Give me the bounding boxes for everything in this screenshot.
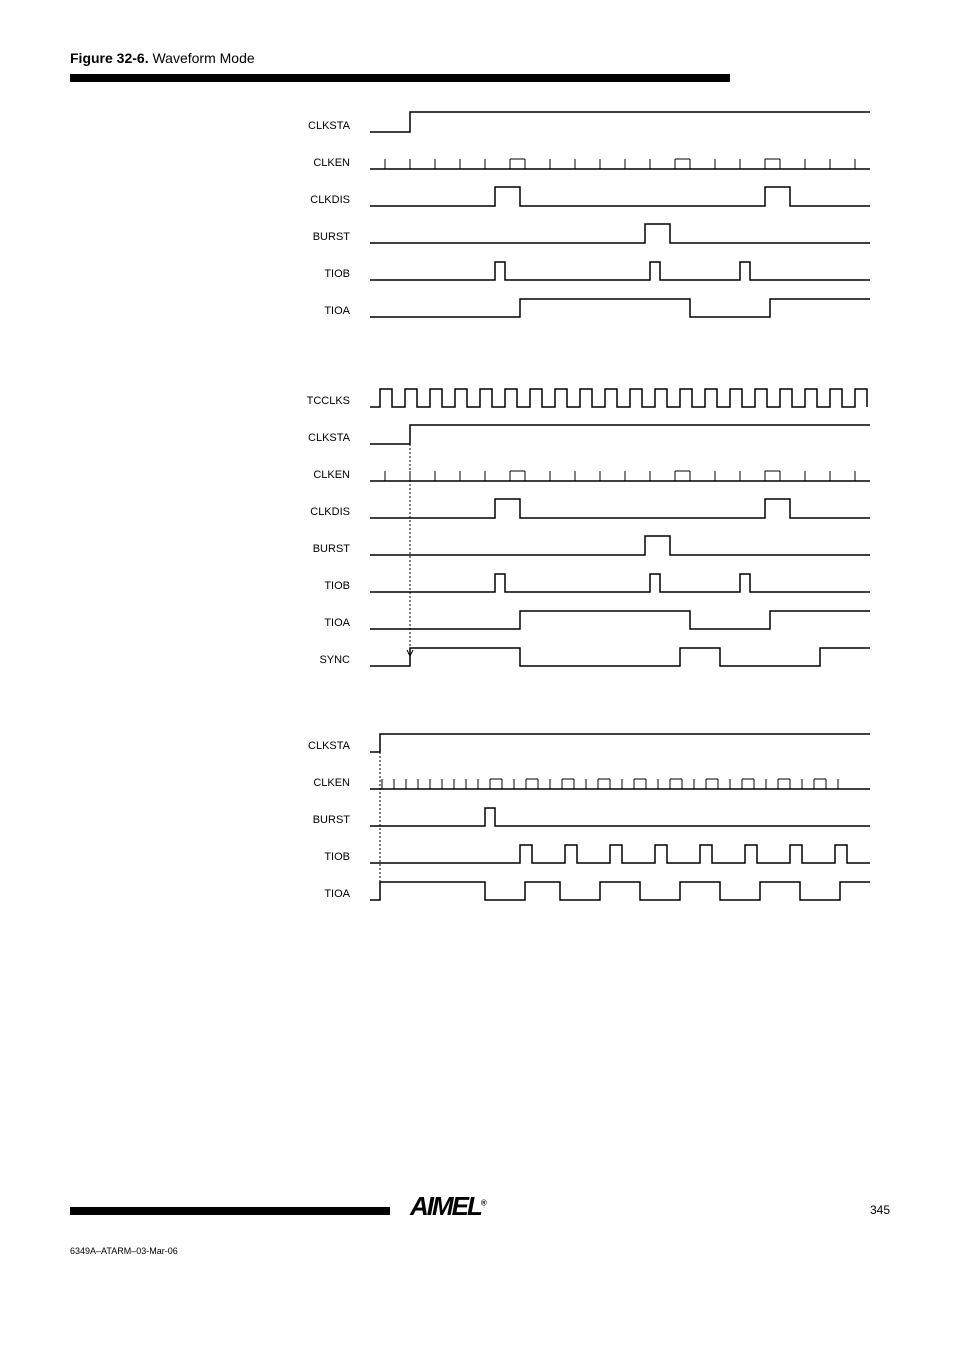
page-number: 345 bbox=[870, 1203, 890, 1217]
fig-name: Waveform Mode bbox=[152, 50, 254, 66]
label-sync-2: SYNC bbox=[319, 654, 350, 666]
label-clkdis-2: CLKDIS bbox=[310, 506, 350, 518]
label-tiob-2: TIOB bbox=[324, 580, 350, 592]
label-clken-3: CLKEN bbox=[313, 777, 350, 789]
label-tcclks-2: TCCLKS bbox=[307, 395, 350, 407]
label-tioa-2: TIOA bbox=[324, 617, 350, 629]
label-burst-1: BURST bbox=[313, 231, 350, 243]
fig-number: Figure 32-6. bbox=[70, 50, 149, 66]
label-clksta-1: CLKSTA bbox=[308, 120, 350, 132]
label-clksta-2: CLKSTA bbox=[308, 432, 350, 444]
label-clken-2: CLKEN bbox=[313, 469, 350, 481]
atmel-logo: AIMEL® bbox=[410, 1191, 485, 1222]
waveform-svg-3 bbox=[370, 722, 870, 912]
logo-reg: ® bbox=[481, 1198, 485, 1207]
title-underline-bar bbox=[70, 74, 730, 82]
label-burst-3: BURST bbox=[313, 814, 350, 826]
label-tioa-3: TIOA bbox=[324, 888, 350, 900]
figure-title: Figure 32-6. Waveform Mode bbox=[70, 50, 890, 66]
label-burst-2: BURST bbox=[313, 543, 350, 555]
timing-diagram-1: CLKSTA CLKEN CLKDIS BURST TIOB TIOA bbox=[70, 102, 890, 342]
label-tiob-3: TIOB bbox=[324, 851, 350, 863]
label-clksta-3: CLKSTA bbox=[308, 740, 350, 752]
label-clken-1: CLKEN bbox=[313, 157, 350, 169]
label-clkdis-1: CLKDIS bbox=[310, 194, 350, 206]
footer-bar bbox=[70, 1207, 390, 1215]
logo-text: AIMEL bbox=[410, 1191, 481, 1221]
waveform-svg-2 bbox=[370, 377, 870, 687]
label-tioa-1: TIOA bbox=[324, 305, 350, 317]
doc-id: 6349A–ATARM–03-Mar-06 bbox=[70, 1246, 178, 1256]
page-footer: AIMEL® 345 bbox=[70, 1191, 890, 1231]
timing-diagram-2: TCCLKS CLKSTA CLKEN CLKDIS BURST TIOB TI… bbox=[70, 377, 890, 687]
timing-diagram-3: CLKSTA CLKEN BURST TIOB TIOA bbox=[70, 722, 890, 912]
waveform-svg-1 bbox=[370, 102, 870, 342]
label-tiob-1: TIOB bbox=[324, 268, 350, 280]
